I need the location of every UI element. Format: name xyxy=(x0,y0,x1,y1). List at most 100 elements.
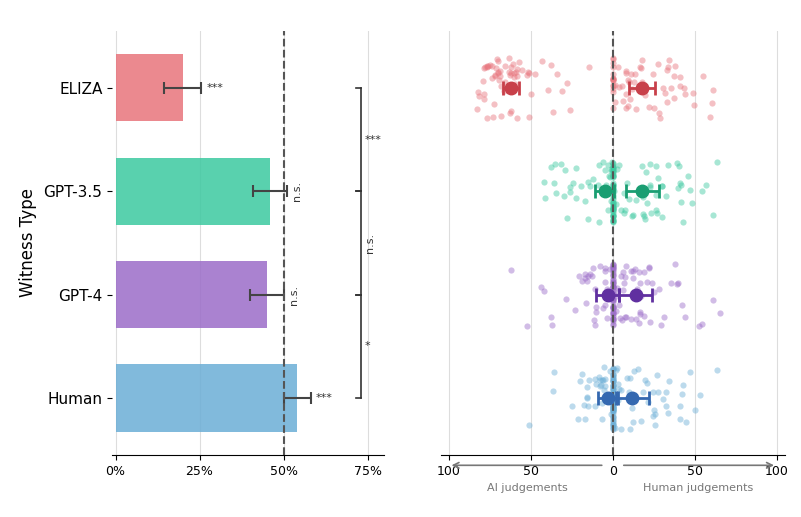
Point xyxy=(605,197,618,205)
Point xyxy=(657,394,670,403)
Point xyxy=(559,295,572,303)
Point xyxy=(574,182,587,190)
Point xyxy=(606,294,619,302)
Point xyxy=(674,179,687,188)
Point xyxy=(636,162,649,170)
Point xyxy=(606,271,619,279)
Point xyxy=(477,77,489,85)
Point xyxy=(587,175,600,183)
Point xyxy=(606,376,619,384)
Point xyxy=(549,188,562,196)
Point xyxy=(606,261,619,269)
Point xyxy=(678,313,691,321)
Point xyxy=(626,273,639,282)
Point xyxy=(706,99,718,107)
Point xyxy=(571,415,584,423)
Point xyxy=(602,161,614,169)
Point xyxy=(682,172,694,180)
Point xyxy=(624,315,637,323)
Point xyxy=(627,418,640,426)
Point xyxy=(646,387,659,396)
Point xyxy=(606,311,619,319)
Point xyxy=(606,392,619,401)
Point xyxy=(529,69,541,78)
Point xyxy=(492,76,505,84)
Point xyxy=(640,379,653,387)
Point xyxy=(612,397,625,405)
Point xyxy=(680,418,693,427)
Point xyxy=(606,172,619,180)
Point xyxy=(663,56,676,64)
Point xyxy=(615,82,628,90)
Point xyxy=(706,296,719,304)
Bar xyxy=(115,364,297,432)
Point xyxy=(510,65,523,73)
Point xyxy=(606,209,619,217)
Point xyxy=(513,58,525,66)
Point xyxy=(603,367,616,375)
Point xyxy=(485,74,498,83)
Text: *: * xyxy=(365,341,371,352)
Point xyxy=(594,376,606,385)
Point xyxy=(545,312,557,321)
Point xyxy=(606,403,619,412)
Point xyxy=(606,283,619,291)
Point xyxy=(616,268,629,276)
Point xyxy=(522,69,535,78)
Point xyxy=(486,113,499,121)
Point xyxy=(606,420,619,428)
Point xyxy=(699,181,712,189)
Point xyxy=(674,415,686,423)
Point xyxy=(677,218,690,226)
Point xyxy=(606,374,619,383)
Point xyxy=(534,282,547,291)
Point xyxy=(630,196,642,204)
Point xyxy=(606,171,619,179)
Point xyxy=(606,75,619,84)
Point xyxy=(653,114,666,123)
Point xyxy=(606,423,619,431)
Point xyxy=(583,269,596,278)
Point xyxy=(660,66,673,74)
Point xyxy=(615,425,628,433)
Point xyxy=(618,313,631,321)
Point xyxy=(628,78,641,86)
Point xyxy=(606,371,619,379)
Point xyxy=(570,193,582,202)
Point xyxy=(598,382,611,390)
Point xyxy=(656,84,669,93)
Point xyxy=(582,215,595,223)
Point xyxy=(606,375,619,383)
Text: n.s.: n.s. xyxy=(292,181,302,201)
Point xyxy=(607,405,620,414)
Point xyxy=(638,268,650,277)
Point xyxy=(578,274,591,282)
Point xyxy=(606,389,619,397)
Point xyxy=(509,68,522,76)
Point xyxy=(579,299,592,307)
Point xyxy=(653,285,666,294)
Point xyxy=(636,56,649,64)
Point xyxy=(606,70,619,78)
Point xyxy=(606,389,619,397)
Point xyxy=(606,364,619,373)
Point xyxy=(645,209,658,217)
Point xyxy=(650,162,662,170)
Point xyxy=(570,163,582,172)
Point xyxy=(606,364,619,373)
Point xyxy=(658,88,671,97)
Point xyxy=(606,406,619,415)
Point xyxy=(586,271,598,280)
Point xyxy=(589,321,602,329)
Point xyxy=(606,282,619,291)
Point xyxy=(603,172,616,180)
Point xyxy=(606,171,619,179)
Point xyxy=(611,283,624,292)
Point xyxy=(613,161,626,169)
Point xyxy=(501,83,514,91)
Point xyxy=(644,181,657,189)
Point xyxy=(606,406,619,415)
Point xyxy=(489,72,502,80)
Point xyxy=(606,85,619,94)
Point xyxy=(610,363,623,372)
